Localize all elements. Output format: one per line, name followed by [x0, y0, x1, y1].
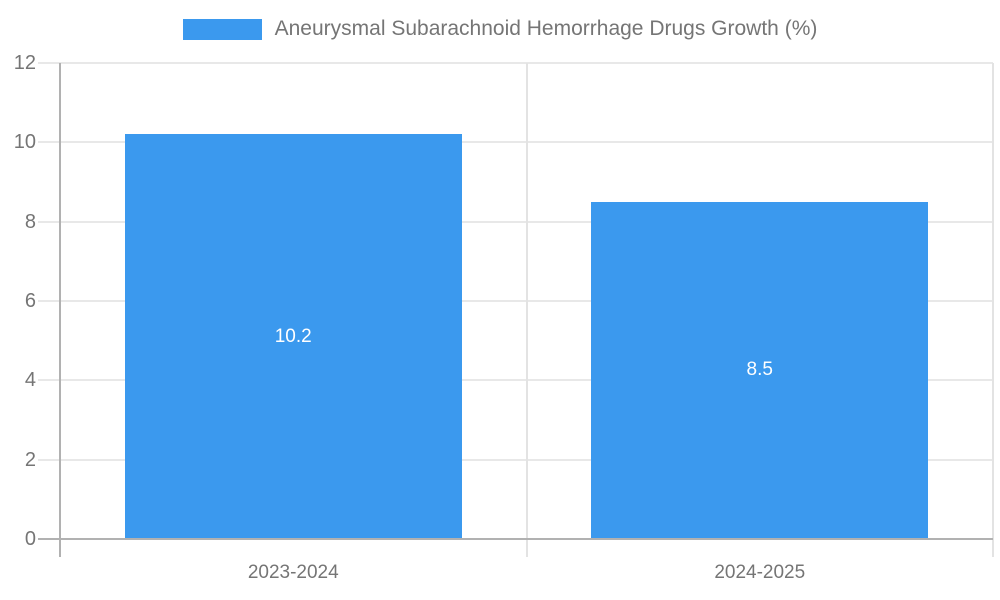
bar-2024-2025[interactable]: 8.5: [591, 201, 929, 539]
legend-swatch: [182, 18, 262, 40]
y-axis-tick-label: 0: [24, 528, 36, 550]
y-axis-tick-label: 12: [13, 52, 36, 74]
gridline: [38, 300, 993, 302]
x-axis-category-label: 2024-2025: [714, 562, 806, 583]
bar-value-label: 10.2: [274, 325, 312, 347]
category-boundary-line: [525, 63, 528, 557]
y-axis-tick-label: 6: [24, 290, 36, 312]
gridline: [38, 458, 993, 461]
y-axis-tick-label: 4: [24, 369, 36, 392]
bar-2023-2024[interactable]: 10.2: [124, 134, 462, 539]
y-axis-tick-label: 2: [24, 448, 36, 471]
legend[interactable]: Aneurysmal Subarachnoid Hemorrhage Drugs…: [0, 17, 1000, 41]
plot-area: 0 2 4 6 8 10 12 10.2 2023-2024 8.5 2024-2025: [14, 52, 994, 583]
bar-value-label: 8.5: [746, 359, 773, 381]
y-axis-tick-label: 10: [13, 131, 36, 154]
category-boundary-line: [992, 63, 994, 557]
gridline: [38, 220, 993, 223]
gridline: [38, 62, 993, 64]
legend-label: Aneurysmal Subarachnoid Hemorrhage Drugs…: [274, 17, 818, 40]
gridline: [38, 379, 993, 382]
y-axis-tick-label: 8: [24, 210, 36, 233]
x-axis-baseline: [38, 538, 993, 540]
gridline: [38, 141, 993, 144]
x-axis-category-label: 2023-2024: [247, 562, 339, 583]
y-axis-line: [59, 63, 61, 557]
